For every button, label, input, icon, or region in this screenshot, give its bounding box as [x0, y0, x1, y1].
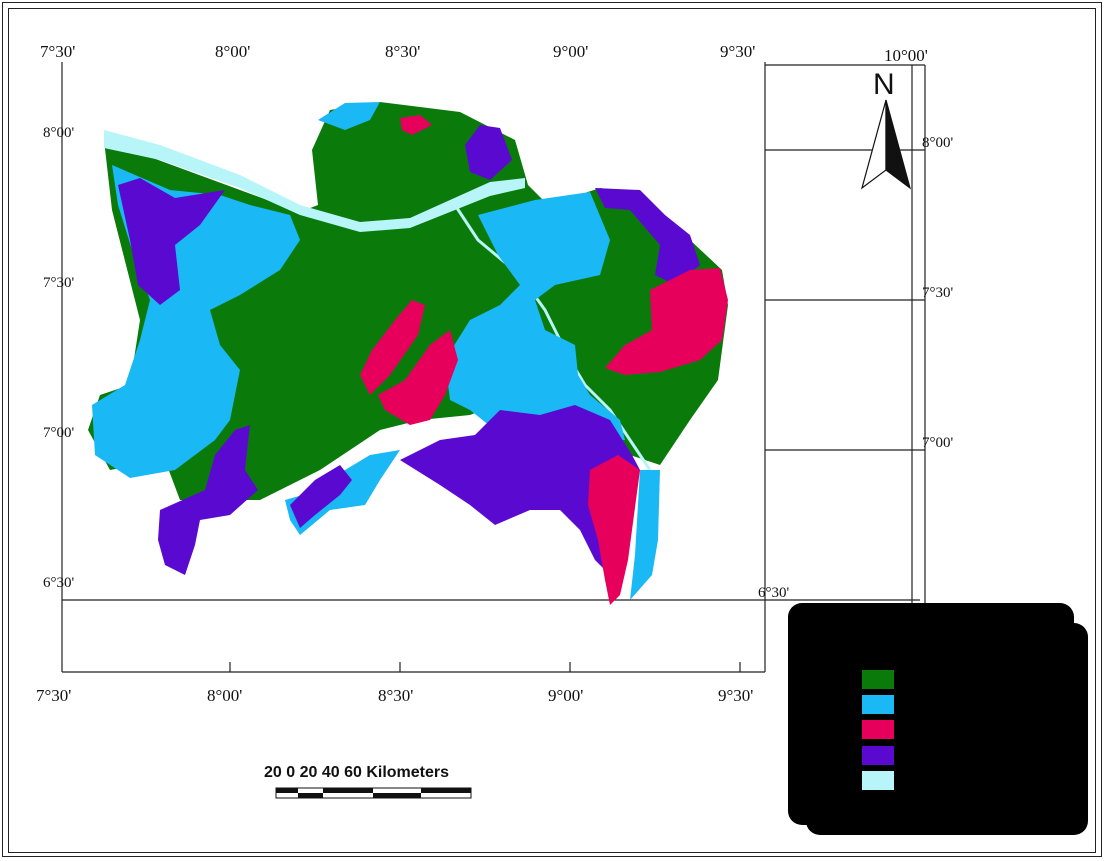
left-tick-label: 7°30': [43, 275, 75, 291]
right-tick-label: 6°30': [758, 585, 790, 601]
blue-zone-south-strip: [630, 470, 660, 600]
crimson-zone-east: [605, 268, 728, 375]
right-tick-label: 7°00': [922, 435, 954, 451]
blue-zone-northcap: [318, 102, 380, 130]
bottom-tick-label: 9°30': [718, 686, 754, 705]
crimson-zone-center-b: [378, 330, 458, 425]
top-tick-label: 9°30': [720, 42, 756, 61]
bottom-tick-label: 8°00': [207, 686, 243, 705]
purple-zone-northwest: [118, 178, 225, 305]
right-tick-label: 7°30': [922, 285, 954, 301]
left-tick-label: 6°30': [43, 575, 75, 591]
bottom-tick-label: 9°00': [548, 686, 584, 705]
crimson-zone-north: [400, 115, 432, 135]
top-tick-label: 8°30': [385, 42, 421, 61]
north-arrow-icon: [860, 99, 912, 190]
purple-zone-south: [400, 405, 640, 580]
purple-zone-southwest: [158, 425, 258, 575]
graticule: [61, 62, 926, 673]
inner-frame: [8, 8, 1096, 853]
top-tick-label: 9°00': [553, 42, 589, 61]
top-tick-label: 10°00': [884, 46, 928, 65]
purple-zone-south-small: [290, 465, 352, 528]
purple-zone-north: [465, 125, 512, 180]
legend-swatch: [862, 720, 894, 739]
bottom-tick-label: 8°30': [378, 686, 414, 705]
left-tick-label: 8°00': [43, 125, 75, 141]
bottom-tick-label: 7°30': [36, 686, 72, 705]
legend-panel: [788, 603, 1088, 835]
purple-zone-east: [595, 188, 700, 285]
right-tick-label: 8°00': [922, 135, 954, 151]
scale-bar-label: 20 0 20 40 60 Kilometers: [264, 764, 450, 781]
legend-swatch: [862, 670, 894, 689]
blue-zone-center-east: [445, 192, 625, 440]
top-tick-label: 7°30': [40, 42, 76, 61]
legend-swatch: [862, 695, 894, 714]
legend-swatch: [862, 771, 894, 790]
left-tick-label: 7°00': [43, 425, 75, 441]
crimson-zone-south: [588, 455, 640, 605]
pale-cyan-river: [104, 130, 525, 232]
scale-bar: [275, 787, 472, 799]
legend-swatch: [862, 746, 894, 765]
top-tick-label: 8°00': [215, 42, 251, 61]
north-label: N: [873, 68, 895, 101]
crimson-zone-center-a: [360, 300, 425, 395]
land-cover-map: [88, 102, 728, 605]
